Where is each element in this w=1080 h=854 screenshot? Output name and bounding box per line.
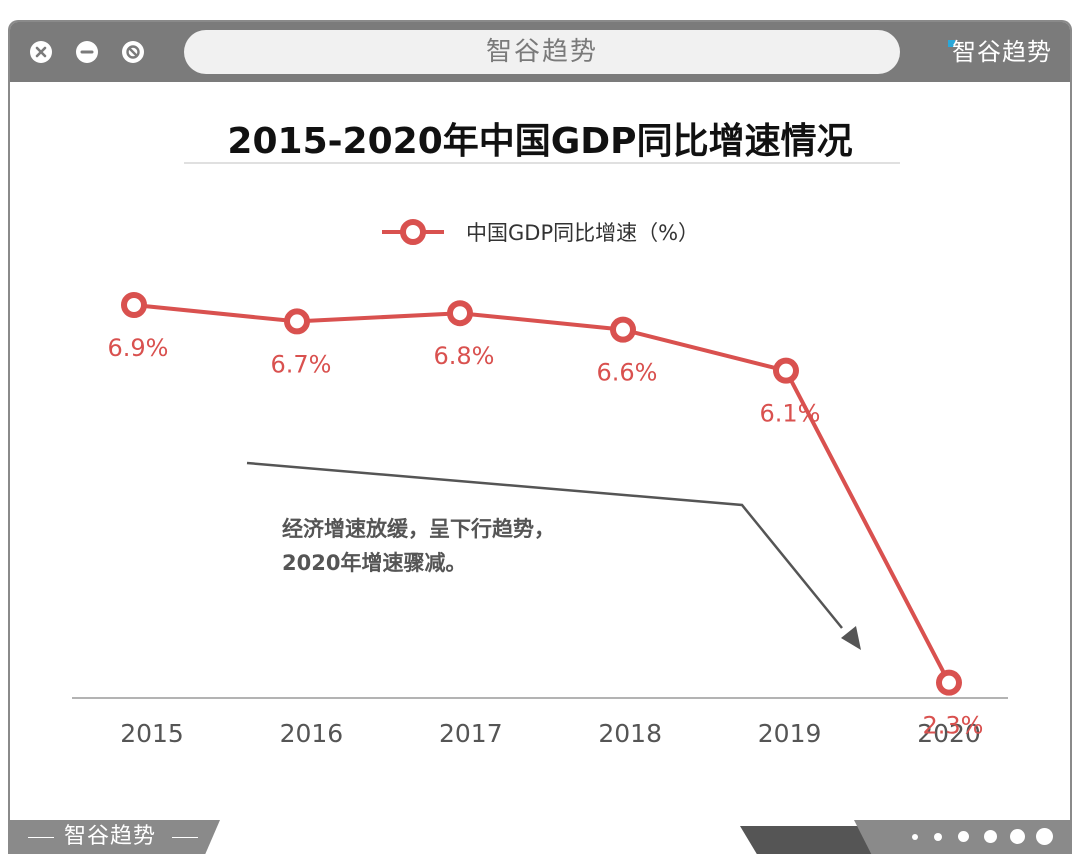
- data-label: 6.8%: [434, 342, 495, 370]
- brand-mark-icon: [948, 40, 955, 47]
- x-tick-label: 2018: [598, 719, 662, 748]
- no-entry-icon: [126, 45, 140, 59]
- data-label: 6.1%: [760, 400, 821, 428]
- annotation-line-2: 2020年增速骤减。: [282, 551, 467, 575]
- data-point: [773, 357, 799, 384]
- x-tick-label: 2017: [439, 719, 503, 748]
- page-dot-5[interactable]: [1010, 829, 1025, 844]
- x-tick-label: 2020: [917, 719, 981, 748]
- window-frame: 智谷趋势 智谷趋势 2015-2020年中国GDP同比增速情况 经济增速放缓，呈…: [8, 20, 1072, 854]
- legend-label: 中国GDP同比增速（%）: [466, 221, 699, 245]
- data-point: [121, 292, 147, 318]
- footer-brand-tab: 智谷趋势: [10, 820, 220, 854]
- title-bar: 智谷趋势 智谷趋势: [10, 22, 1070, 82]
- data-label: 6.6%: [597, 359, 658, 387]
- titlebar-brand-logo: 智谷趋势: [948, 34, 1052, 70]
- page-dot-6[interactable]: [1036, 828, 1053, 845]
- data-point: [284, 308, 310, 335]
- trend-arrow-head: [841, 626, 861, 650]
- x-tick-label: 2019: [758, 719, 822, 748]
- page-dot-2[interactable]: [934, 833, 942, 841]
- x-tick-label: 2016: [280, 719, 344, 748]
- data-point: [610, 316, 636, 343]
- close-icon: [35, 46, 47, 58]
- series-line: [133, 303, 951, 684]
- data-label: 6.7%: [271, 350, 332, 378]
- block-window-button[interactable]: [122, 41, 144, 63]
- minus-icon: [80, 50, 94, 54]
- footer-page-indicator: [854, 820, 1070, 854]
- minimize-window-button[interactable]: [76, 41, 98, 63]
- titlebar-brand-text: 智谷趋势: [952, 38, 1052, 66]
- trend-arrow-line: [246, 461, 843, 629]
- page-dot-1[interactable]: [912, 834, 918, 840]
- annotation-line-1: 经济增速放缓，呈下行趋势，: [282, 517, 555, 541]
- footer-brand-text: 智谷趋势: [64, 824, 157, 849]
- chart-title: 2015-2020年中国GDP同比增速情况: [227, 121, 853, 162]
- chart-annotation: 经济增速放缓，呈下行趋势， 2020年增速骤减。: [282, 512, 642, 580]
- address-bar-title[interactable]: 智谷趋势: [184, 30, 900, 74]
- data-point: [447, 300, 473, 327]
- data-point: [936, 669, 962, 696]
- data-label: 2.3%: [923, 712, 984, 740]
- legend-marker: [400, 219, 426, 245]
- x-tick-label: 2015: [120, 719, 184, 748]
- footer-bar: 智谷趋势: [10, 820, 1070, 854]
- title-divider: [184, 162, 900, 164]
- data-label: 6.9%: [108, 334, 169, 362]
- close-window-button[interactable]: [30, 41, 52, 63]
- footer-accent-tab: [740, 826, 880, 854]
- footer-dash-left: [28, 837, 54, 838]
- page-dot-3[interactable]: [958, 831, 969, 842]
- page-dot-4[interactable]: [984, 830, 997, 843]
- footer-dash-right: [172, 837, 198, 838]
